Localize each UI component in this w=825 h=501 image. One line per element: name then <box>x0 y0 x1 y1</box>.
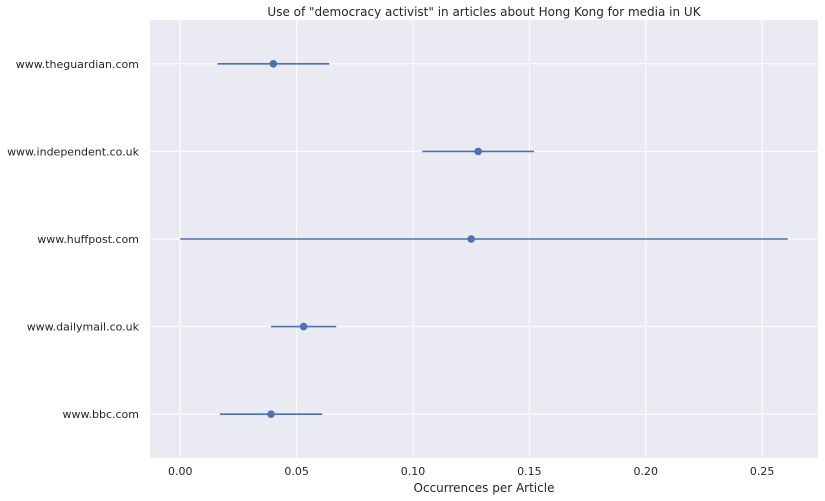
y-tick-label: www.theguardian.com <box>16 58 139 71</box>
x-tick-labels: 0.00 0.05 0.10 0.15 0.20 0.25 <box>168 465 774 478</box>
data-points <box>267 60 482 419</box>
y-tick-label: www.dailymail.co.uk <box>27 321 140 334</box>
y-tick-label: www.independent.co.uk <box>7 145 140 158</box>
data-point <box>267 410 275 419</box>
x-tick-label: 0.00 <box>168 465 193 478</box>
data-point <box>474 147 482 156</box>
y-tick-label: www.huffpost.com <box>37 233 139 246</box>
x-tick-label: 0.25 <box>750 465 775 478</box>
x-axis-label: Occurrences per Article <box>414 481 555 495</box>
y-tick-labels: www.theguardian.com www.independent.co.uk… <box>7 58 140 421</box>
data-point <box>467 235 475 243</box>
y-tick-label: www.bbc.com <box>63 408 139 421</box>
x-tick-label: 0.20 <box>634 465 659 478</box>
chart-title: Use of "democracy activist" in articles … <box>267 5 701 19</box>
x-tick-label: 0.15 <box>517 465 542 478</box>
data-point <box>299 322 308 331</box>
x-tick-label: 0.10 <box>401 465 426 478</box>
x-tick-label: 0.05 <box>284 465 309 478</box>
data-point <box>269 60 278 68</box>
